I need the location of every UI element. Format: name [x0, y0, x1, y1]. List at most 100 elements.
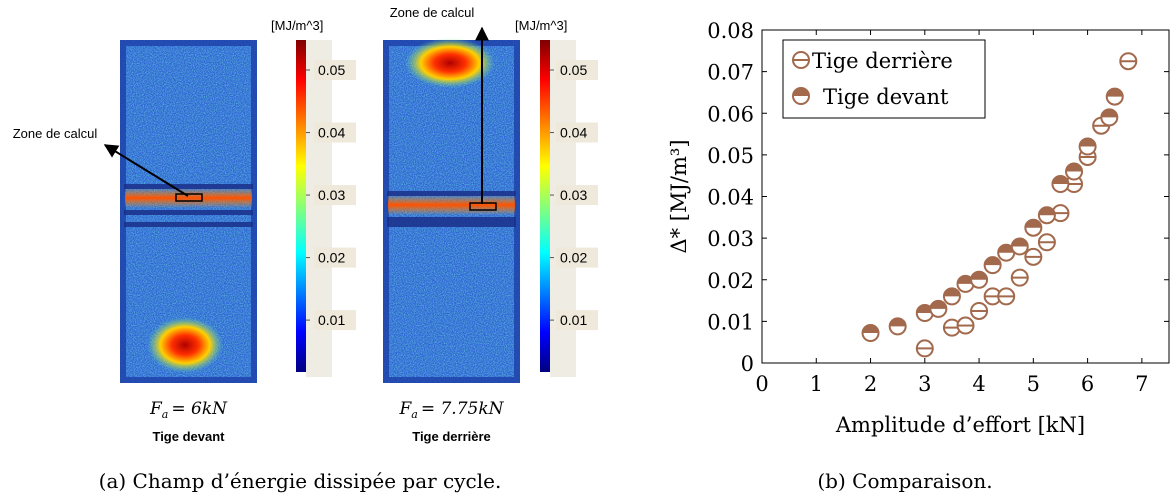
marker-half: [916, 305, 933, 314]
image-label: Tige devant: [152, 429, 225, 444]
colorbar-tick-label: 0.02: [560, 250, 587, 266]
marker-half: [1052, 176, 1069, 185]
thermal-image: [383, 38, 520, 383]
tick-label-bg: [556, 60, 598, 81]
colorbar-tick-label: 0.01: [560, 312, 587, 328]
marker-half: [984, 257, 1001, 266]
tick-label-bg: [314, 122, 356, 143]
force-subscript: a: [162, 408, 169, 421]
marker-half: [1025, 219, 1042, 228]
colorbar-tick-label: 0.03: [560, 187, 587, 203]
data-point: [970, 270, 989, 289]
data-point: [1078, 137, 1097, 156]
x-tick-label: 7: [1135, 372, 1148, 396]
marker-half: [1038, 207, 1055, 216]
x-tick-label: 3: [918, 372, 931, 396]
marker-half: [1101, 109, 1118, 118]
colorbar-unit: [MJ/m^3]: [271, 18, 323, 33]
data-point: [1100, 108, 1119, 127]
structure-bar: [124, 222, 253, 227]
tick-label-bg: [314, 310, 356, 331]
data-point: [1010, 268, 1029, 287]
annotation: Zone de calcul: [13, 126, 98, 141]
marker: [792, 51, 810, 69]
data-point: [888, 317, 907, 336]
image-frame: [120, 40, 257, 383]
colorbar: [296, 40, 306, 372]
y-tick-label: 0: [741, 352, 754, 376]
x-tick-label: 2: [864, 372, 877, 396]
structure-bar: [387, 191, 516, 196]
x-tick-label: 6: [1081, 372, 1094, 396]
y-tick-label: 0.06: [707, 102, 754, 126]
y-tick-label: 0.01: [707, 310, 754, 334]
marker-half: [998, 244, 1015, 253]
y-tick-label: 0.05: [707, 144, 754, 168]
tick-label-bg: [556, 310, 598, 331]
colorbar-tick-label: 0.02: [318, 250, 345, 266]
x-tick-label: 5: [1027, 372, 1040, 396]
data-point: [956, 316, 975, 335]
data-point: [1105, 87, 1124, 106]
colorbar-tick-label: 0.05: [560, 62, 587, 78]
tick-label-bg: [556, 247, 598, 268]
x-axis-label: Amplitude d’effort [kN]: [835, 413, 1085, 437]
data-point: [1119, 52, 1138, 71]
y-tick-label: 0.03: [707, 227, 754, 251]
y-tick-label: 0.08: [707, 19, 754, 43]
marker-half: [1066, 163, 1083, 172]
y-tick-label: 0.07: [707, 61, 754, 85]
structure-bar: [124, 210, 253, 215]
tick-label-bg: [314, 60, 356, 81]
legend-box: [782, 39, 986, 119]
data-point: [929, 299, 948, 318]
colorbar-tick-label: 0.05: [318, 62, 345, 78]
hot-band: [125, 188, 252, 208]
marker-half: [1106, 88, 1123, 97]
tick-label-bg: [556, 122, 598, 143]
marker-half: [793, 88, 809, 96]
hot-spot: [405, 38, 495, 88]
colorbar-tick-label: 0.04: [560, 125, 587, 141]
structure-bar: [387, 222, 516, 227]
marker-half: [930, 300, 947, 309]
marker-half: [971, 271, 988, 280]
data-point: [1037, 206, 1056, 225]
colorbar-tick-label: 0.04: [318, 125, 345, 141]
caption: (b) Comparaison.: [817, 469, 992, 493]
y-tick-label: 0.02: [707, 269, 754, 293]
tick-label-bg: [314, 185, 356, 206]
annotation-arrow: [103, 144, 189, 197]
data-point: [942, 287, 961, 306]
y-axis-label: Δ* [MJ/m³]: [667, 139, 691, 253]
thermal-image: [120, 40, 257, 383]
force-value: = 6kN: [171, 399, 228, 419]
tick-label-bg: [314, 247, 356, 268]
structure-bar: [387, 217, 516, 222]
data-point: [997, 287, 1016, 306]
force-symbol: F: [398, 399, 412, 419]
caption: (a) Champ d’énergie dissipée par cycle.: [99, 469, 502, 493]
marker: [792, 87, 810, 105]
data-point: [861, 324, 880, 343]
marker-half: [1079, 138, 1096, 147]
colorbar: [540, 40, 550, 372]
legend-label: Tige derrière: [812, 49, 953, 73]
force-value: = 7.75kN: [421, 399, 505, 419]
x-tick-label: 0: [755, 372, 768, 396]
data-point: [1024, 247, 1043, 266]
marker-half: [943, 288, 960, 297]
data-point: [1037, 233, 1056, 252]
structure-bar: [124, 184, 253, 189]
data-point: [1010, 237, 1029, 256]
zone-box: [175, 193, 203, 202]
hot-spot: [147, 317, 223, 373]
marker-half: [889, 318, 906, 327]
force-label: Fa = 7.75kN: [398, 399, 504, 421]
y-tick-label: 0.04: [707, 186, 754, 210]
force-label: Fa = 6kN: [149, 399, 228, 421]
marker-half: [1011, 238, 1028, 247]
colorbar-unit: [MJ/m^3]: [515, 18, 567, 33]
